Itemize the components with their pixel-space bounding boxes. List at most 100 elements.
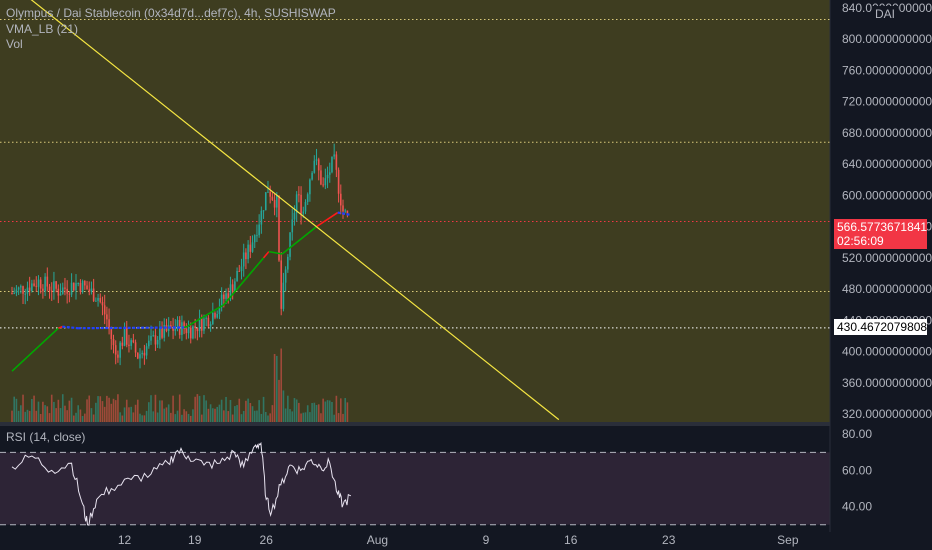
time-axis-ticks[interactable]: 12 19 26 Aug 9 16 23 Sep <box>118 533 799 547</box>
candle-body <box>92 288 95 302</box>
candle-body <box>273 199 276 208</box>
volume-bar <box>245 400 247 422</box>
candle-body <box>231 284 234 292</box>
vma-segment <box>11 327 59 372</box>
candle-body <box>86 285 88 290</box>
volume-bar <box>145 410 148 422</box>
candle-body <box>333 154 335 157</box>
volume-bar <box>269 413 271 422</box>
volume-bar <box>326 400 329 422</box>
candle-body <box>132 340 135 343</box>
candle-body <box>313 160 316 173</box>
candle-body <box>342 205 344 212</box>
candle-body <box>295 194 298 213</box>
volume-bar <box>306 405 309 422</box>
volume-bar <box>196 394 199 422</box>
candle-body <box>103 305 106 315</box>
candle-body <box>269 191 271 197</box>
candle-body <box>264 192 267 211</box>
volume-bar <box>112 398 115 422</box>
marked-level-tag: 430.4672079808 <box>834 319 927 335</box>
volume-bar <box>203 395 205 422</box>
price-tick-label: 400.0000000000 <box>842 345 932 359</box>
candle-body <box>262 210 265 212</box>
volume-legend[interactable]: Vol <box>6 37 23 51</box>
candle-body <box>95 300 97 302</box>
candle-body <box>220 294 223 308</box>
time-tick-label: 19 <box>188 533 202 547</box>
volume-bar <box>337 413 340 422</box>
candle-body <box>114 345 117 355</box>
volume-bar <box>289 409 291 422</box>
candle-body <box>181 322 183 335</box>
time-tick-label: 23 <box>662 533 676 547</box>
volume-bar <box>53 401 55 422</box>
candle-body <box>11 293 13 295</box>
volume-bar <box>46 406 49 422</box>
rsi-legend[interactable]: RSI (14, close) <box>6 430 86 444</box>
rsi-axis-ticks[interactable]: 80.00 60.00 40.00 <box>842 427 872 513</box>
candles <box>11 143 349 369</box>
candle-body <box>209 324 212 327</box>
volume-bar <box>346 402 349 422</box>
volume-bar <box>328 400 331 422</box>
candle-body <box>33 283 35 286</box>
candle-body <box>256 235 258 237</box>
price-tick-label: 520.0000000000 <box>842 251 932 265</box>
volume-bar <box>125 399 128 422</box>
candle-body <box>276 195 278 208</box>
volume-bar <box>108 397 110 422</box>
vma-line <box>11 211 352 372</box>
vma-legend[interactable]: VMA_LB (21) <box>6 22 79 36</box>
volume-bar <box>185 411 188 422</box>
candle-body <box>216 314 219 318</box>
candle-body <box>326 174 329 179</box>
candle-body <box>79 282 82 292</box>
candle-body <box>101 302 104 306</box>
time-tick-label: 12 <box>118 533 132 547</box>
volume-bar <box>271 405 274 422</box>
candle-body <box>187 327 190 334</box>
candle-body <box>46 276 49 287</box>
candle-body <box>59 293 62 296</box>
symbol-title[interactable]: Olympus / Dai Stablecoin (0x34d7d...def7… <box>6 6 336 20</box>
candle-body <box>212 312 214 325</box>
volume-bar <box>238 398 241 422</box>
candle-body <box>139 354 141 359</box>
volume-bar <box>119 412 121 422</box>
price-tick-label: 760.0000000000 <box>842 63 932 77</box>
volume-bar <box>70 397 73 422</box>
price-tick-label: 600.0000000000 <box>842 188 932 202</box>
candle-body <box>88 289 91 292</box>
candle-body <box>289 232 291 257</box>
volume-bar <box>37 401 40 422</box>
volume-bar <box>260 413 263 422</box>
candle-body <box>189 327 192 339</box>
candle-body <box>106 314 108 320</box>
volume-bar <box>20 405 22 422</box>
volume-bar <box>44 405 46 422</box>
price-tick-label: 640.0000000000 <box>842 157 932 171</box>
volume-bar <box>236 405 238 422</box>
volume-bar <box>159 400 161 422</box>
trendline[interactable] <box>12 0 560 421</box>
volume-bar <box>130 406 132 422</box>
volume-bar <box>331 401 333 422</box>
price-tick-label: 800.0000000000 <box>842 32 932 46</box>
volume-bar <box>103 406 106 422</box>
candle-body <box>207 317 210 327</box>
volume-bar <box>35 410 38 422</box>
volume-bar <box>298 402 300 422</box>
volume-bar <box>223 410 225 422</box>
candle-body <box>198 317 201 332</box>
price-tick-label: 720.0000000000 <box>842 95 932 109</box>
volume-bar <box>247 398 249 422</box>
price-tick-label: 680.0000000000 <box>842 126 932 140</box>
candle-body <box>203 318 205 331</box>
candle-body <box>293 212 296 220</box>
candle-body <box>90 288 93 292</box>
candle-body <box>99 298 102 303</box>
volume-bar <box>26 409 29 422</box>
volume-bar <box>216 406 219 422</box>
